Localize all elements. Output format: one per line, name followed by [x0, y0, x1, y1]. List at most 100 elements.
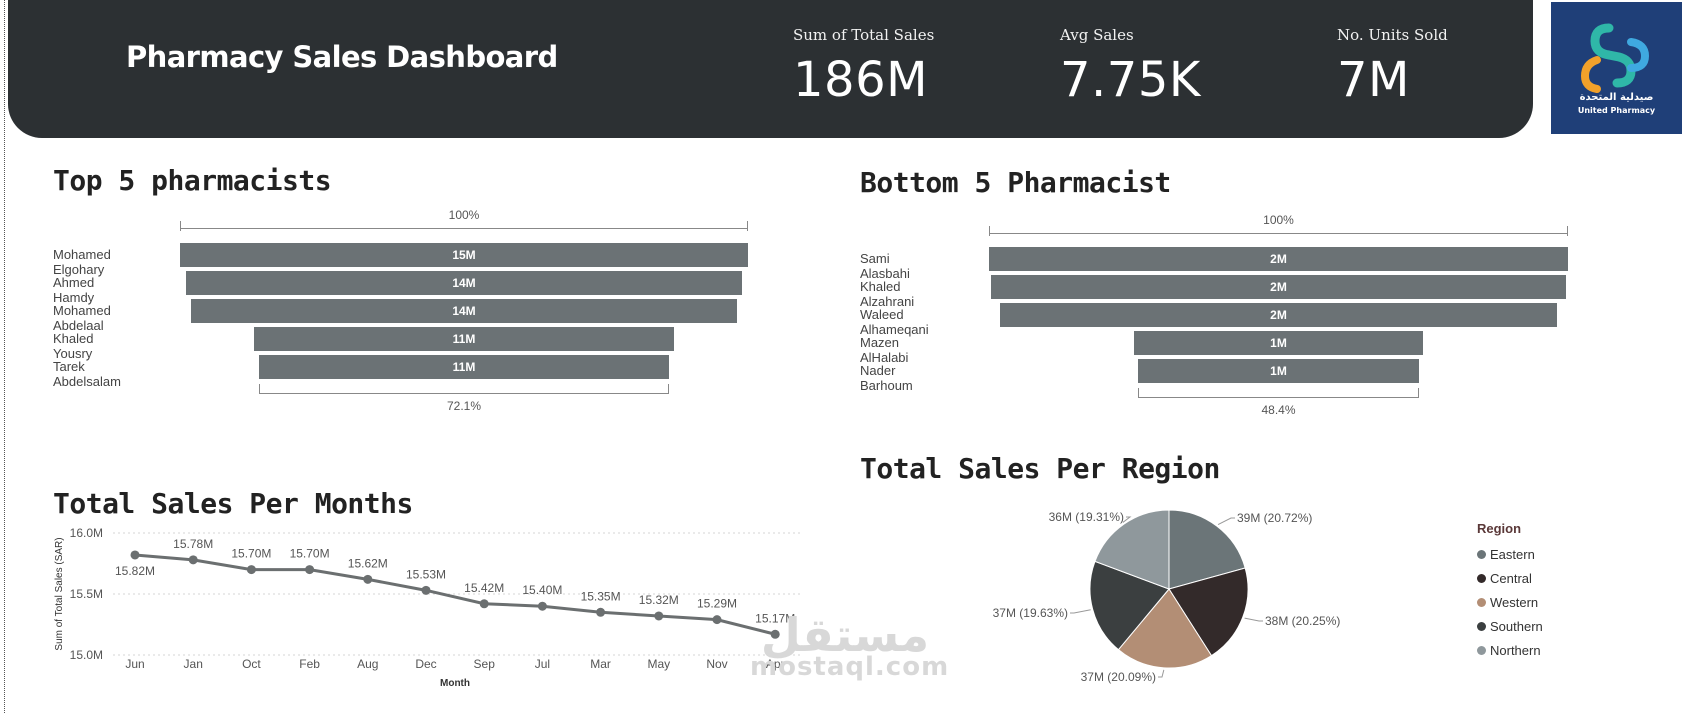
kpi-units-sold: No. Units Sold 7M — [1337, 26, 1448, 108]
kpi-label: No. Units Sold — [1337, 26, 1448, 44]
y-tick-label: 15.5M — [70, 587, 103, 601]
kpi-avg-sales: Avg Sales 7.75K — [1060, 26, 1201, 108]
funnel-category-label: Khaled Yousry — [53, 331, 94, 361]
logo-english-text: United Pharmacy — [1577, 106, 1656, 115]
kpi-label: Avg Sales — [1060, 26, 1134, 44]
data-label: 15.42M — [464, 581, 504, 595]
watermark-arabic: مستقل — [760, 608, 930, 662]
data-point — [596, 607, 606, 617]
funnel-category-label: Ahmed Hamdy — [53, 275, 95, 305]
funnel-bottom-percent: 48.4% — [1261, 403, 1296, 417]
funnel-top-bracket — [989, 226, 1568, 236]
funnel-bar-value: 1M — [1270, 336, 1287, 350]
funnel-bar-value: 2M — [1270, 252, 1287, 266]
data-label: 15.70M — [290, 547, 330, 561]
kpi-label: Sum of Total Sales — [793, 26, 935, 44]
funnel-bar — [1138, 359, 1419, 383]
x-tick-label: Jun — [125, 657, 144, 671]
funnel-bar — [989, 247, 1568, 271]
data-point — [537, 601, 547, 611]
data-label: 15.35M — [581, 589, 621, 603]
funnel-bar — [999, 303, 1558, 327]
x-tick-label: Sep — [474, 657, 496, 671]
legend-label: Central — [1490, 570, 1532, 586]
watermark-english: mostaql.com — [750, 652, 950, 682]
x-tick-label: Oct — [242, 657, 261, 671]
data-point — [712, 615, 722, 625]
top-pharmacists-title: Top 5 pharmacists — [53, 164, 332, 197]
data-label: 15.29M — [697, 597, 737, 611]
data-point — [479, 599, 489, 609]
x-tick-label: May — [647, 657, 670, 671]
data-point — [654, 611, 664, 621]
kpi-value: 7.75K — [1060, 52, 1201, 108]
monthly-sales-title: Total Sales Per Months — [53, 487, 413, 520]
region-sales-title: Total Sales Per Region — [860, 452, 1220, 485]
x-tick-label: Mar — [590, 657, 611, 671]
mostaql-watermark: مستقل mostaql.com — [750, 608, 950, 682]
funnel-category-label: Mohamed Elgohary — [53, 247, 111, 277]
data-label: 15.82M — [115, 564, 155, 578]
pharmacy-logo-icon — [1580, 23, 1650, 93]
data-label: 15.70M — [231, 547, 271, 561]
funnel-bar — [253, 327, 675, 351]
legend-label: Western — [1490, 594, 1539, 610]
legend-label: Eastern — [1490, 546, 1535, 562]
legend-dot-icon — [1477, 621, 1486, 631]
data-label: 15.62M — [348, 556, 388, 570]
legend-dot-icon — [1477, 573, 1486, 583]
data-point — [305, 565, 315, 575]
data-label: 15.17M — [755, 611, 795, 625]
legend-item-western: Western — [1477, 590, 1543, 614]
page-left-border — [4, 0, 5, 713]
kpi-value: 7M — [1337, 52, 1410, 108]
data-point — [363, 574, 373, 584]
funnel-bar — [191, 299, 737, 323]
legend-item-central: Central — [1477, 566, 1543, 590]
data-point — [246, 565, 256, 575]
funnel-bar — [1133, 331, 1424, 355]
x-tick-label: Feb — [299, 657, 320, 671]
funnel-bar-value: 11M — [452, 360, 476, 374]
funnel-bar-value: 15M — [452, 248, 476, 262]
funnel-category-label: Waleed Alhameqani — [860, 307, 929, 337]
funnel-bar-value: 1M — [1270, 364, 1287, 378]
kpi-total-sales: Sum of Total Sales 186M — [793, 26, 934, 108]
funnel-category-label: Nader Barhoum — [860, 363, 913, 393]
funnel-top-bracket — [180, 221, 748, 231]
series-line — [134, 553, 776, 636]
x-tick-label: Jan — [184, 657, 203, 671]
x-tick-label: Aug — [357, 657, 378, 671]
funnel-bar-value: 14M — [452, 276, 476, 290]
united-pharmacy-logo: صيدلية المتحدة United Pharmacy — [1551, 2, 1682, 134]
funnel-top-percent: 100% — [1263, 213, 1294, 227]
bottom-pharmacists-title: Bottom 5 Pharmacist — [860, 166, 1171, 199]
funnel-category-label: Khaled Alzahrani — [860, 279, 915, 309]
x-tick-label: Apr — [766, 657, 785, 671]
kpi-value: 186M — [793, 52, 929, 108]
funnel-bar — [259, 355, 669, 379]
funnel-bar-value: 2M — [1270, 280, 1287, 294]
legend-item-northern: Northern — [1477, 638, 1543, 662]
funnel-bar-value: 11M — [452, 332, 476, 346]
legend-label: Southern — [1490, 618, 1543, 634]
funnel-category-label: Mohamed Abdelaal — [53, 303, 111, 333]
funnel-bar — [180, 243, 748, 267]
region-legend: Region Eastern Central Western Southern Nort… — [1477, 521, 1543, 662]
data-label: 15.53M — [406, 567, 446, 581]
data-point — [188, 555, 198, 565]
x-tick-label: Jul — [535, 657, 550, 671]
data-label: 15.40M — [522, 583, 562, 597]
funnel-category-label: Tarek Abdelsalam — [53, 359, 121, 389]
data-label: 15.32M — [639, 593, 679, 607]
legend-dot-icon — [1477, 549, 1486, 559]
funnel-top-percent: 100% — [448, 208, 480, 222]
legend-title: Region — [1477, 521, 1522, 536]
dashboard-title: Pharmacy Sales Dashboard — [126, 40, 558, 74]
funnel-bottom-bracket — [1138, 388, 1419, 405]
data-point — [421, 585, 431, 595]
data-point — [130, 550, 140, 560]
legend-item-southern: Southern — [1477, 614, 1543, 638]
funnel-category-label: Sami Alasbahi — [860, 251, 910, 281]
